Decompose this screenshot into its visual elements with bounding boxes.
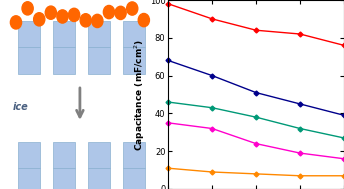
Circle shape (22, 11, 33, 24)
FancyBboxPatch shape (123, 21, 146, 47)
FSC-4 (254, 91, 258, 94)
FancyBboxPatch shape (53, 168, 75, 189)
FSC-4 (298, 103, 302, 105)
Circle shape (92, 0, 103, 12)
Circle shape (103, 10, 115, 23)
Text: ice: ice (13, 102, 29, 112)
FancyBboxPatch shape (123, 142, 146, 168)
FSC-4 (210, 74, 214, 77)
FSC-3 (254, 116, 258, 118)
Circle shape (57, 8, 68, 21)
FSC-4 (342, 114, 344, 116)
Circle shape (115, 13, 126, 26)
Line: FSC-4: FSC-4 (166, 59, 344, 117)
FSC-1 (254, 173, 258, 175)
FSC-1 (166, 167, 170, 169)
FSC-2 (210, 127, 214, 130)
FSC-2 (342, 158, 344, 160)
FancyBboxPatch shape (88, 21, 110, 47)
FancyBboxPatch shape (18, 168, 40, 189)
FSC-1 (342, 175, 344, 177)
FancyBboxPatch shape (88, 142, 110, 168)
FSC-3 (210, 107, 214, 109)
Circle shape (45, 7, 56, 20)
Circle shape (127, 4, 138, 17)
FancyBboxPatch shape (123, 47, 146, 74)
FancyBboxPatch shape (18, 142, 40, 168)
FancyBboxPatch shape (123, 168, 146, 189)
Circle shape (138, 15, 149, 29)
FancyBboxPatch shape (18, 21, 40, 47)
Circle shape (34, 16, 45, 29)
FSC-1 (210, 171, 214, 173)
FSC-4 (166, 59, 170, 62)
Line: FSC-1: FSC-1 (166, 167, 344, 177)
FSC-3 (298, 127, 302, 130)
FSC-5 (166, 3, 170, 5)
FancyBboxPatch shape (18, 47, 40, 74)
FSC-3 (342, 137, 344, 139)
FancyBboxPatch shape (53, 21, 75, 47)
Line: FSC-2: FSC-2 (166, 121, 344, 160)
Circle shape (68, 7, 80, 20)
FSC-1 (298, 175, 302, 177)
Line: FSC-5: FSC-5 (166, 2, 344, 47)
FSC-2 (254, 143, 258, 145)
Circle shape (80, 3, 91, 16)
FancyBboxPatch shape (53, 47, 75, 74)
FSC-2 (298, 152, 302, 154)
FSC-5 (342, 44, 344, 46)
FancyBboxPatch shape (88, 168, 110, 189)
Line: FSC-3: FSC-3 (166, 100, 344, 140)
FSC-3 (166, 101, 170, 103)
Circle shape (10, 0, 22, 13)
FancyBboxPatch shape (53, 142, 75, 168)
FSC-5 (254, 29, 258, 31)
FSC-5 (210, 18, 214, 20)
Y-axis label: Capacitance (mF/cm$^2$): Capacitance (mF/cm$^2$) (132, 38, 147, 151)
FSC-5 (298, 33, 302, 35)
FSC-2 (166, 122, 170, 124)
FancyBboxPatch shape (88, 47, 110, 74)
